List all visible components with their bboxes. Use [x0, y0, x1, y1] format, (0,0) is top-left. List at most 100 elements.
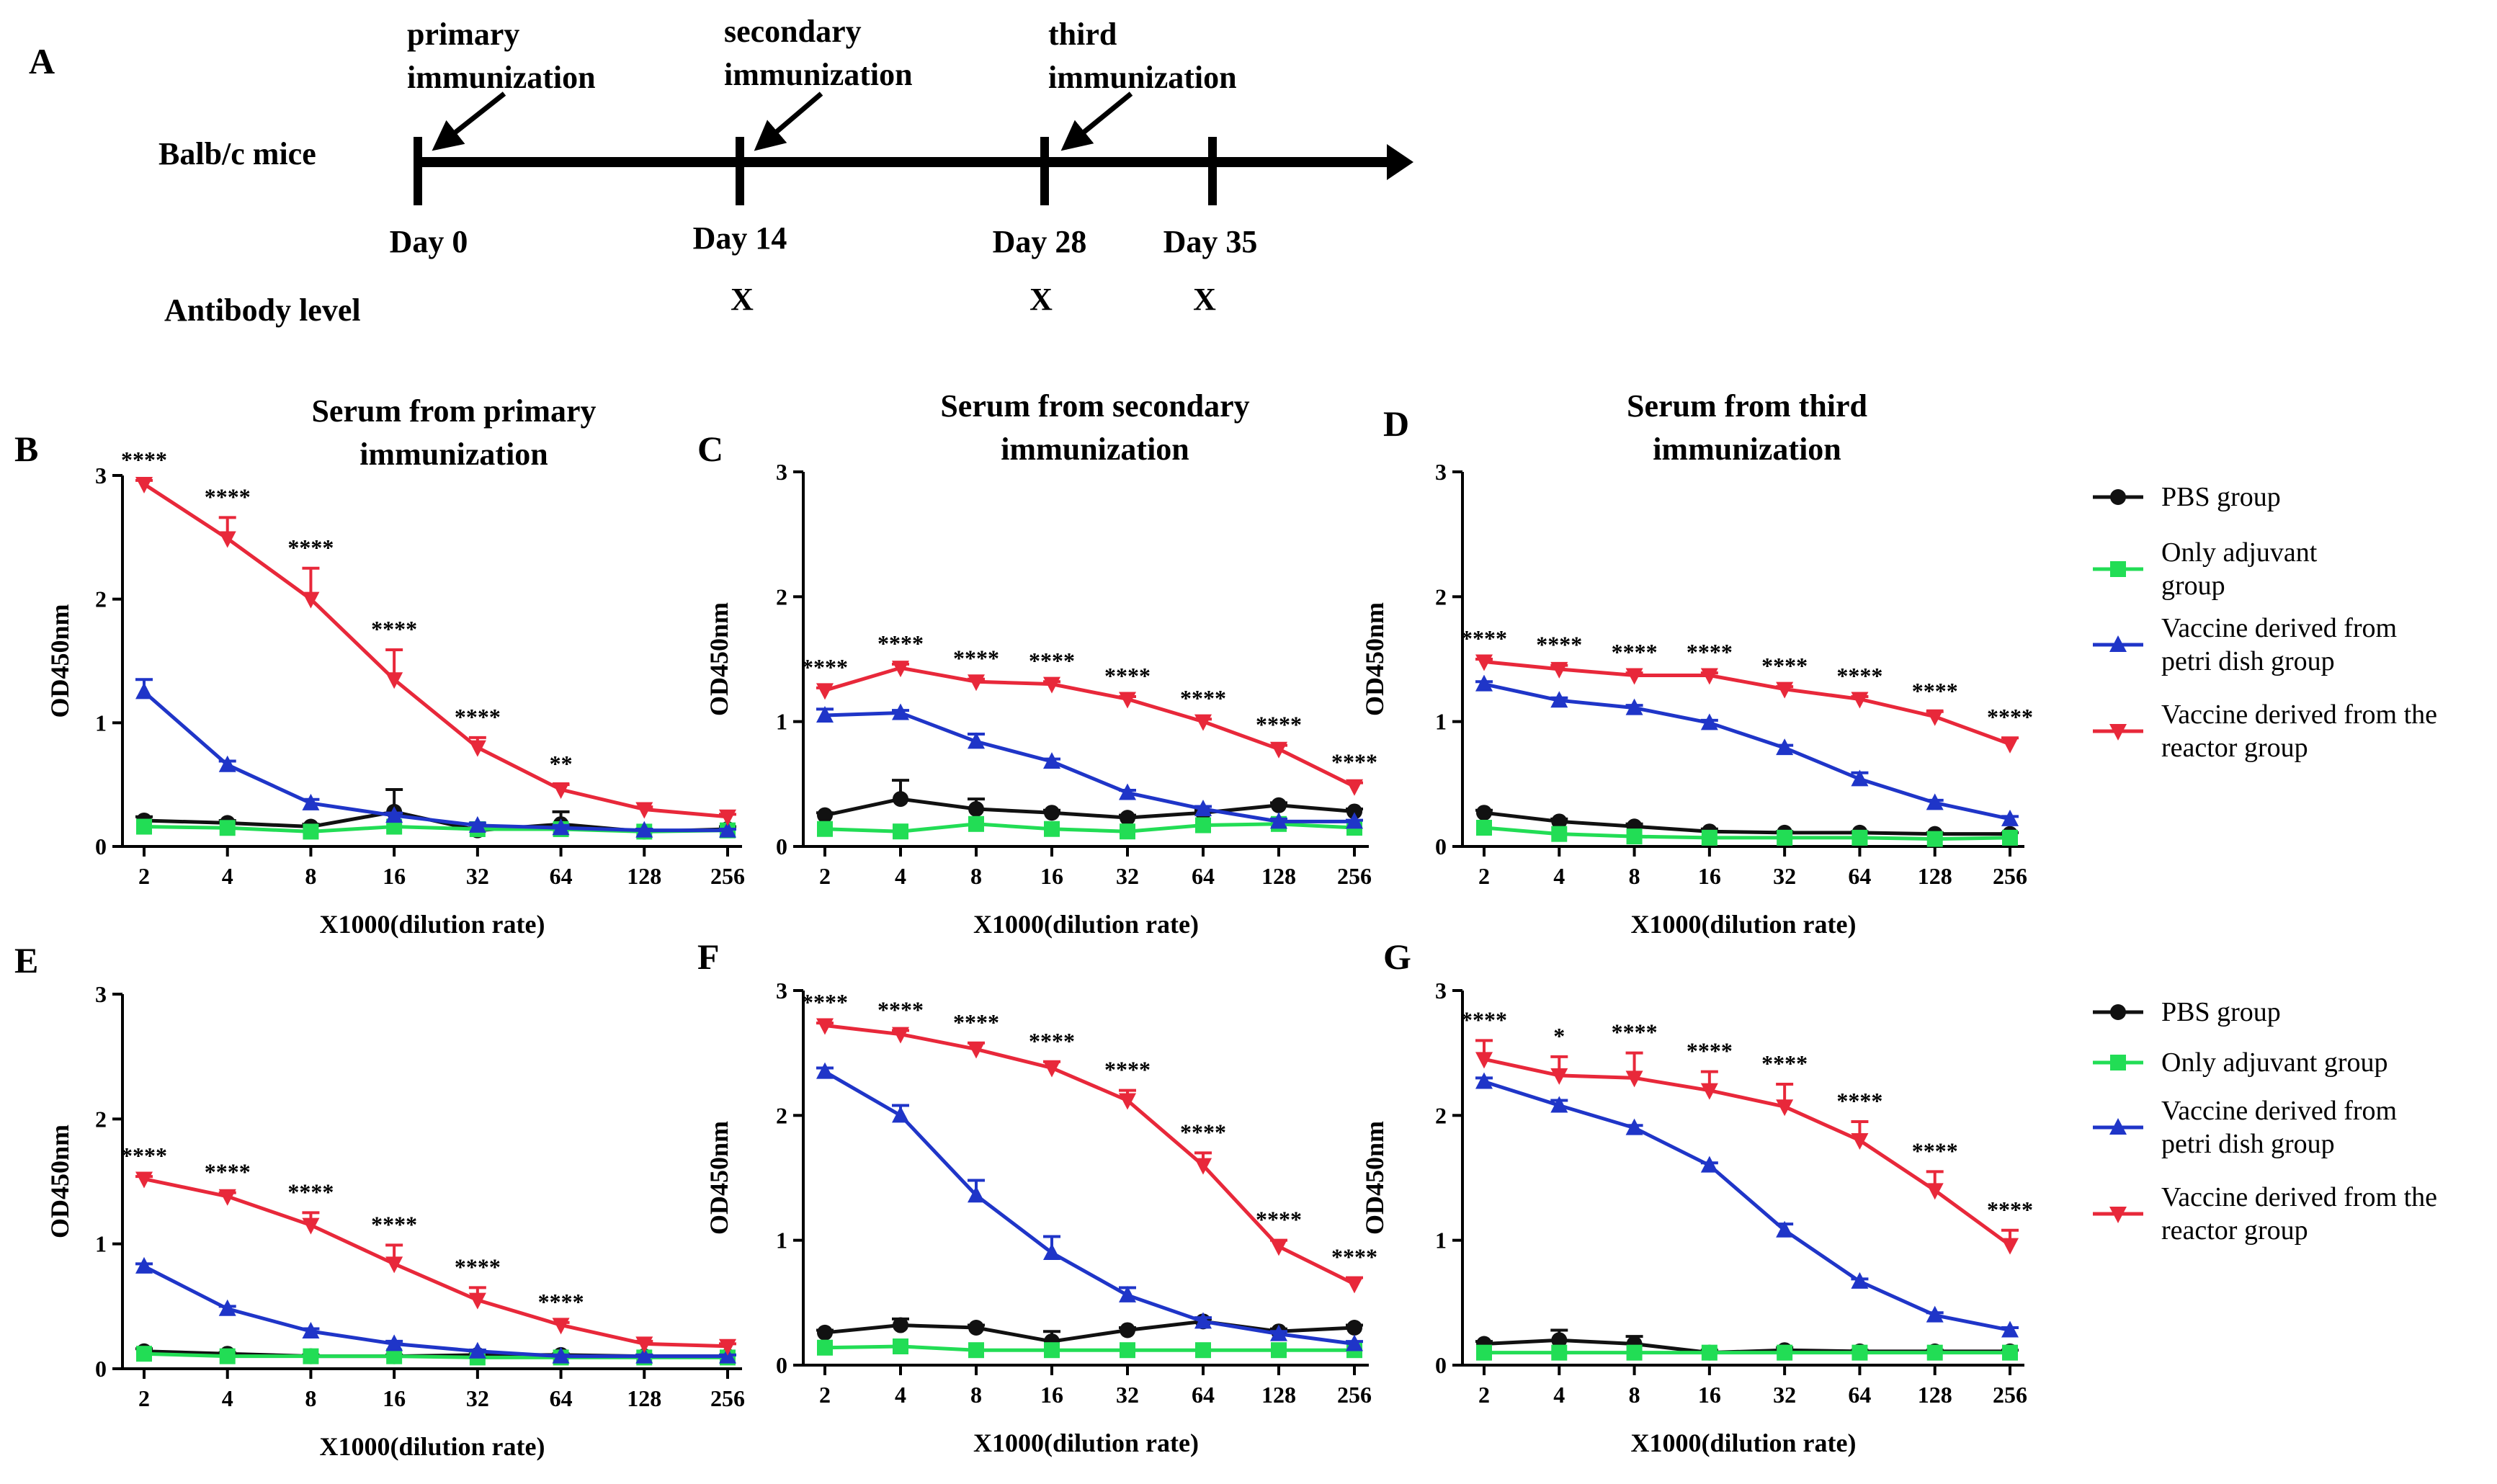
data-point-reactor	[719, 1338, 736, 1356]
data-point-reactor	[1625, 668, 1643, 685]
data-point-petri	[719, 821, 736, 838]
significance-label: ****	[1461, 1006, 1507, 1032]
data-point-petri	[1550, 691, 1568, 708]
chart-title-line: immunization	[1001, 432, 1189, 467]
series-petri	[135, 1256, 736, 1364]
series-line-pbs	[824, 1319, 1355, 1344]
x-tick-label: 16	[1698, 1382, 1721, 1408]
day-label-14: Day 14	[693, 220, 787, 256]
panel-letter-e: E	[14, 940, 38, 980]
data-point-petri	[635, 1346, 653, 1364]
x-tick-label: 4	[1553, 1382, 1565, 1408]
data-point-adjuvant	[1044, 821, 1060, 837]
legend-label: reactor group	[2161, 1215, 2308, 1246]
significance-label: ****	[538, 1289, 584, 1315]
data-point-reactor	[1851, 1133, 1869, 1150]
data-point-pbs	[893, 1317, 908, 1333]
x-tick-label: 256	[1337, 863, 1372, 889]
series-line-petri	[1483, 1080, 2011, 1332]
y-tick-label: 0	[95, 833, 107, 859]
data-point-adjuvant	[1777, 829, 1793, 846]
data-point-pbs	[1346, 1320, 1362, 1336]
y-tick-label: 2	[776, 1102, 787, 1128]
data-point-petri	[816, 1062, 834, 1079]
significance-label: ****	[1256, 1207, 1302, 1233]
arrow-secondary	[754, 91, 823, 151]
series-reactor	[135, 477, 736, 826]
data-point-adjuvant	[1777, 1344, 1793, 1361]
day-label-0: Day 0	[390, 224, 468, 259]
significance-label: ****	[1029, 648, 1075, 674]
immunization-secondary-line1: secondary	[724, 14, 862, 49]
significance-label: ****	[1536, 632, 1582, 658]
immunization-third-line2: immunization	[1048, 60, 1237, 95]
data-point-pbs	[968, 801, 984, 817]
significance-label: ****	[455, 704, 501, 730]
data-point-adjuvant	[1701, 829, 1717, 846]
antibody-mark-day-14: X	[731, 282, 754, 317]
data-point-petri	[892, 1106, 909, 1123]
data-point-adjuvant	[1626, 828, 1643, 845]
data-point-adjuvant	[1120, 1342, 1135, 1359]
y-tick-label: 2	[1435, 1102, 1447, 1128]
arrow-primary	[432, 91, 506, 151]
data-point-petri	[1194, 800, 1212, 816]
data-point-petri	[1043, 1243, 1060, 1260]
x-tick-label: 128	[1261, 1382, 1296, 1408]
data-point-reactor	[385, 1256, 403, 1274]
x-tick-label: 8	[305, 1385, 316, 1411]
legend-marker-petri	[2109, 1118, 2127, 1135]
y-axis-label: OD450nm	[45, 604, 74, 718]
data-point-adjuvant	[1120, 823, 1135, 840]
significance-label: ****	[1987, 1197, 2033, 1222]
data-point-petri	[1119, 1285, 1136, 1302]
x-tick-label: 8	[1629, 863, 1640, 889]
antibody-mark-day-35: X	[1193, 282, 1216, 317]
y-tick-label: 2	[95, 1106, 107, 1132]
data-point-adjuvant	[219, 1348, 236, 1364]
data-point-pbs	[1120, 1322, 1135, 1338]
x-tick-label: 2	[819, 863, 831, 889]
y-tick-label: 1	[1435, 709, 1447, 735]
series-line-petri	[143, 1264, 728, 1359]
series-reactor	[1475, 654, 2019, 754]
legend-bottom: PBS group Only adjuvant group Vaccine deri…	[2093, 997, 2437, 1246]
x-tick-label: 2	[1478, 1382, 1490, 1408]
y-tick-label: 1	[95, 1231, 107, 1257]
panel-letter-d: D	[1383, 403, 1409, 444]
data-point-petri	[385, 806, 403, 823]
significance-label: ****	[1836, 663, 1882, 689]
data-point-pbs	[817, 1324, 833, 1341]
series-line-petri	[143, 690, 728, 833]
data-point-petri	[218, 755, 236, 772]
significance-label: ****	[802, 989, 848, 1015]
data-point-reactor	[135, 1171, 153, 1189]
data-point-petri	[1625, 698, 1643, 715]
x-tick-label: 2	[819, 1382, 831, 1408]
y-axis-label: OD450nm	[1360, 602, 1389, 716]
data-point-pbs	[893, 791, 908, 808]
data-point-pbs	[1551, 813, 1568, 830]
data-point-adjuvant	[1851, 1344, 1868, 1361]
x-tick-label: 256	[710, 863, 745, 889]
significance-label: ****	[1331, 749, 1377, 775]
y-tick-label: 0	[776, 1352, 787, 1378]
y-axis-label: OD450nm	[705, 1121, 733, 1235]
x-tick-label: 4	[222, 1385, 233, 1411]
series-petri	[1475, 674, 2019, 826]
data-point-reactor	[1270, 741, 1287, 759]
data-point-reactor	[968, 1042, 985, 1059]
data-point-reactor	[1926, 1183, 1944, 1200]
data-point-petri	[1475, 1072, 1493, 1089]
significance-label: ****	[1761, 653, 1808, 679]
x-tick-label: 2	[1478, 863, 1490, 889]
data-point-petri	[816, 706, 834, 723]
x-tick-label: 64	[1192, 863, 1215, 889]
series-adjuvant	[1476, 820, 2018, 847]
significance-label: ****	[287, 535, 334, 560]
x-axis-label: X1000(dilution rate)	[973, 910, 1199, 939]
significance-label: ****	[1612, 1019, 1658, 1045]
